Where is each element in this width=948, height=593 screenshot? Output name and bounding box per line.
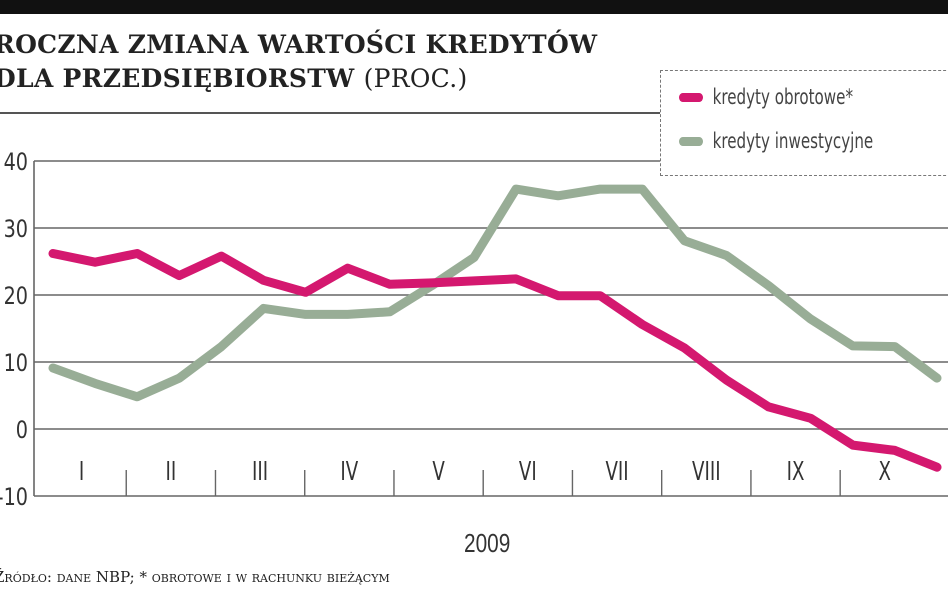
x-tick-label: VI: [519, 457, 537, 487]
title-unit: (PROC.): [363, 64, 468, 93]
legend-swatch: [679, 92, 703, 102]
legend-label: kredyty obrotowe*: [712, 85, 854, 109]
legend: kredyty obrotowe* kredyty inwestycyjne: [660, 70, 948, 176]
series-line: [48, 249, 942, 472]
source-note: Źródło: dane NBP; * obrotowe i w rachunk…: [0, 568, 390, 586]
x-tick-label: IX: [787, 457, 805, 487]
x-tick-label: I: [79, 457, 84, 487]
title-main: DLA PRZEDSIĘBIORSTW: [0, 64, 355, 93]
x-tick-label: V: [432, 457, 445, 487]
x-tick-label: II: [165, 457, 176, 487]
x-tick-label: X: [879, 457, 891, 487]
legend-item-obrotowe: kredyty obrotowe*: [679, 85, 853, 109]
y-tick-label: -10: [0, 484, 28, 512]
y-tick-label: 20: [4, 283, 28, 311]
x-tick-label: IV: [340, 457, 358, 487]
x-axis-label: 2009: [464, 528, 511, 558]
series-line: [48, 184, 942, 402]
chart-title-line2: DLA PRZEDSIĘBIORSTW (PROC.): [0, 64, 468, 93]
legend-label: kredyty inwestycyjne: [712, 129, 874, 153]
y-tick-label: 0: [16, 417, 28, 445]
legend-item-inwestycyjne: kredyty inwestycyjne: [679, 129, 873, 153]
top-bar: [0, 0, 948, 14]
y-tick-label: 40: [4, 149, 28, 177]
y-tick-label: 30: [4, 216, 28, 244]
x-tick-label: III: [252, 457, 268, 487]
title-rule: [0, 112, 660, 114]
y-tick-label: 10: [4, 350, 28, 378]
chart-title-line1: ROCZNA ZMIANA WARTOŚCI KREDYTÓW: [0, 30, 598, 59]
x-tick-label: VII: [605, 457, 628, 487]
x-tick-label: VIII: [692, 457, 721, 487]
legend-swatch: [679, 136, 703, 146]
